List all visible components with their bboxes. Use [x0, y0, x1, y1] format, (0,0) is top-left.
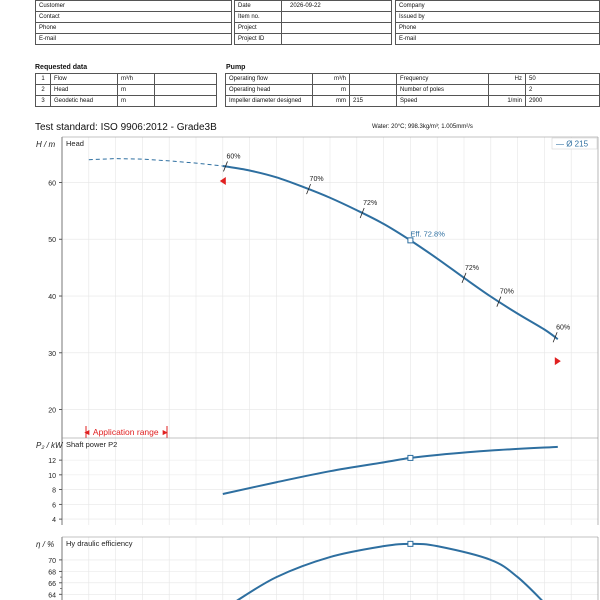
y-tick-label: 68: [48, 569, 56, 576]
efficiency-label: 60%: [226, 153, 240, 160]
efficiency-tick: [461, 272, 467, 283]
project-row: Project ID: [234, 33, 392, 45]
efficiency-tick: [552, 332, 558, 343]
application-range-label: ◄ Application range ►: [83, 427, 170, 437]
efficiency-label: 70%: [500, 289, 514, 296]
pump-table: Operating flow m³/h Frequency Hz 50 Operating…: [225, 73, 600, 107]
requested-data-title: Requested data: [35, 64, 88, 71]
y-tick-label: 12: [48, 458, 56, 465]
curve-line: [222, 445, 558, 496]
y-tick-label: 60: [48, 180, 56, 187]
panel-title: Head: [66, 139, 84, 148]
efficiency-label: 72%: [363, 200, 377, 207]
y-tick-label: 10: [48, 473, 56, 480]
efficiency-tick: [496, 296, 502, 307]
requested-row: 1 Flow m³/h: [35, 73, 217, 85]
customer-table: Customer Contact Phone E-mail: [35, 0, 232, 45]
y-axis-label: H / m: [36, 140, 55, 149]
y-tick-label: 8: [52, 488, 56, 495]
y-axis-label: P₂ / kW: [36, 441, 64, 450]
customer-row: E-mail: [35, 33, 232, 45]
bep-label: Eff. 72.8%: [410, 229, 445, 238]
test-standard: Test standard: ISO 9906:2012 - Grade3B: [35, 122, 217, 133]
company-table: Company Issued by Phone E-mail: [395, 0, 600, 45]
curve-extrapolated: [88, 158, 223, 167]
project-row: Item no.: [234, 11, 392, 23]
y-tick-label: 40: [48, 294, 56, 301]
bep-marker: [407, 540, 414, 547]
water-note: Water: 20°C; 998.3kg/m³; 1.005mm²/s: [372, 124, 473, 130]
field-value: 215: [349, 95, 397, 107]
efficiency-label: 70%: [310, 176, 324, 183]
range-start-marker: [219, 176, 226, 185]
y-tick-label: 50: [48, 237, 56, 244]
efficiency-label: 60%: [556, 324, 570, 331]
efficiency-label: 72%: [465, 265, 479, 272]
panel-title: Shaft power P2: [66, 440, 117, 449]
y-tick-label: 30: [48, 351, 56, 358]
y-tick-label: 20: [48, 408, 56, 415]
field-unit: m: [117, 95, 155, 107]
curve-line: [236, 542, 543, 600]
range-end-marker: [554, 357, 561, 366]
field-label: E-mail: [35, 33, 232, 45]
project-table: Date 2026-09-22 Item no. Project Project ID: [234, 0, 392, 45]
pump-title: Pump: [226, 64, 246, 71]
field-label: Speed: [396, 95, 489, 107]
curve-line: [222, 164, 559, 340]
legend-box: [551, 137, 598, 150]
efficiency-tick: [306, 183, 311, 195]
y-axis-label: η / %: [36, 540, 54, 549]
y-tick-label: 70: [48, 558, 56, 565]
pump-row: Impeller diameter designed mm 215 Speed 1/mi…: [225, 95, 600, 107]
company-row: E-mail: [395, 33, 600, 45]
bep-marker: [407, 237, 414, 244]
y-tick-label: 4: [52, 517, 56, 524]
legend-entry: — Ø 215: [556, 140, 589, 149]
field-value: 2900: [525, 95, 600, 107]
y-tick-label: 66: [48, 581, 56, 588]
field-value: [281, 33, 392, 45]
panel-title: Hy draulic efficiency: [66, 539, 133, 548]
field-label: Geodetic head: [50, 95, 118, 107]
y-tick-label: 6: [52, 502, 56, 509]
efficiency-tick: [223, 161, 228, 172]
bep-marker: [407, 454, 414, 461]
field-label: E-mail: [395, 33, 600, 45]
field-value: [154, 95, 217, 107]
chart-panel-0: 20 30 40 50 60 Head H / m Eff. 72.8% 60% 70% 72% 72…: [36, 136, 599, 438]
requested-data-table: 1 Flow m³/h 2 Head m 3 Geodetic head m: [35, 73, 217, 107]
requested-row: 3 Geodetic head m: [35, 95, 217, 107]
chart-panel-2: 64 66 68 70 Hy draulic efficiency η / %: [36, 536, 599, 600]
y-tick-label: 64: [48, 592, 56, 599]
pump-row: Operating flow m³/h Frequency Hz 50: [225, 73, 600, 85]
efficiency-tick: [359, 207, 365, 219]
